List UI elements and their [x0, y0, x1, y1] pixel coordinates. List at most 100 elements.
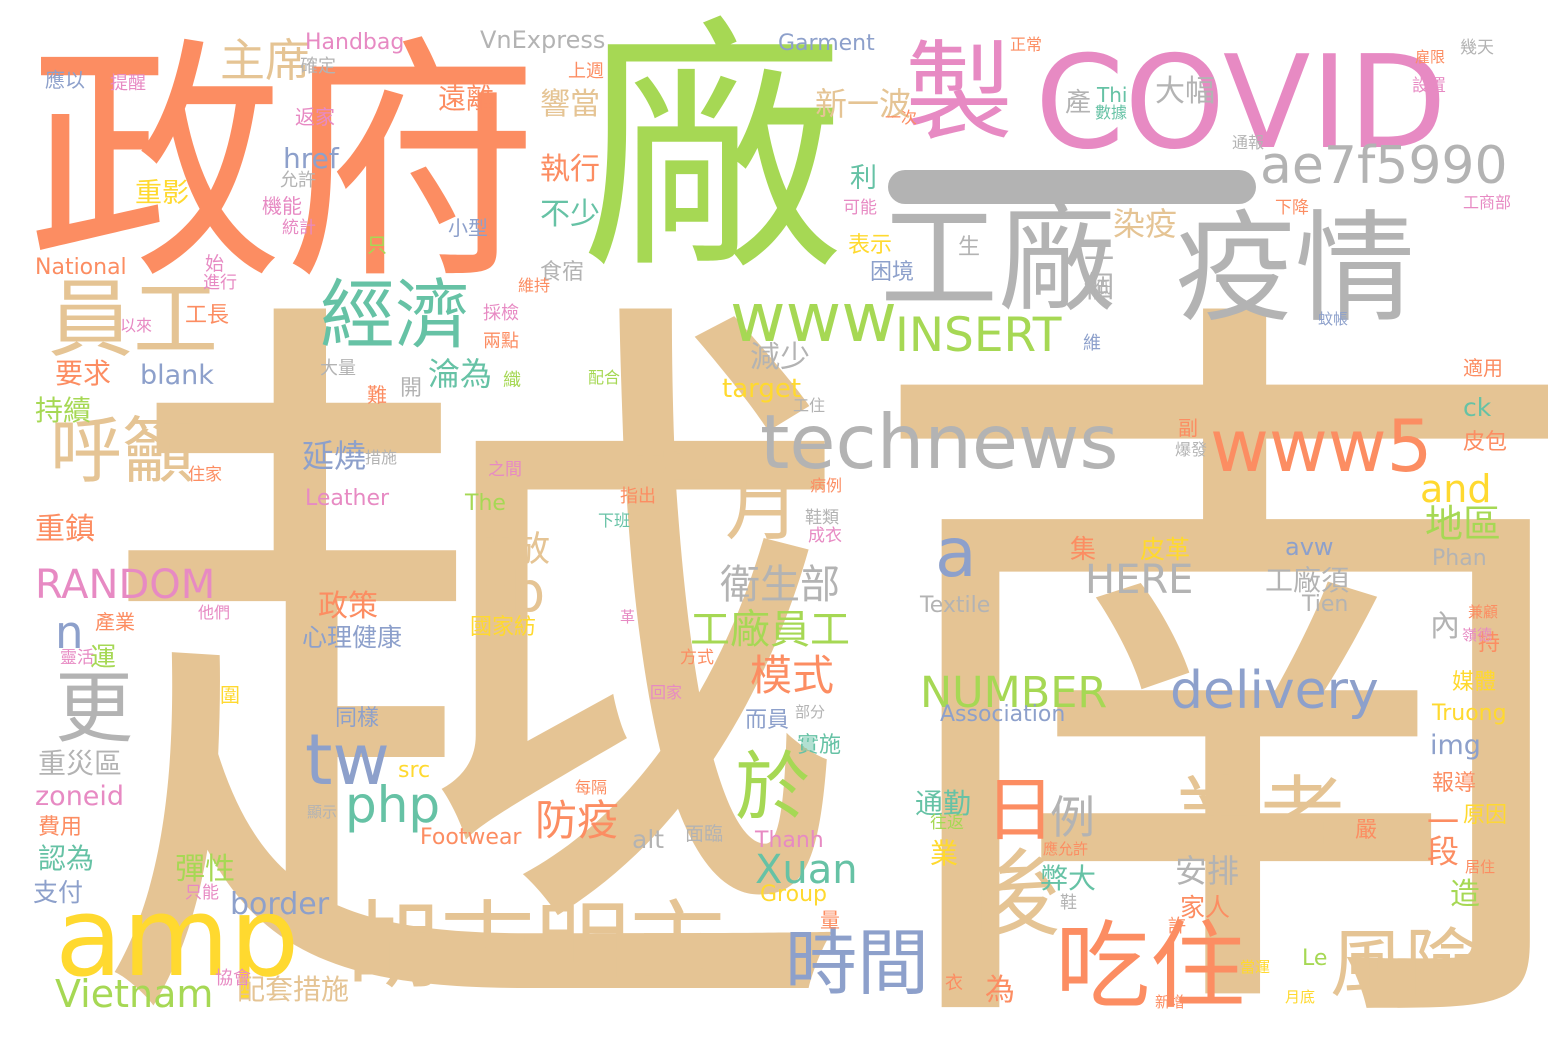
- word-term-161: 下班: [598, 511, 631, 530]
- word-term-122: 集: [1070, 535, 1097, 565]
- word-term-99: 支付: [33, 878, 84, 907]
- word-term-188: 衣: [945, 973, 963, 994]
- word-term-67: 國家紡: [470, 615, 537, 640]
- gray-bar-mark: [888, 170, 1256, 204]
- word-term-121: 運: [90, 643, 117, 673]
- word-term-111: 報導: [1432, 771, 1477, 796]
- word-term-124: 而員: [745, 708, 790, 733]
- word-term-178: 嚴: [1355, 818, 1378, 843]
- word-thanh: Thanh: [755, 828, 824, 853]
- word-term-130: 確定: [300, 56, 336, 77]
- word-term-0: 越南: [95, 243, 1548, 1052]
- word-term-158: 住家: [188, 465, 222, 485]
- word-vnexpress: VnExpress: [480, 26, 606, 54]
- word-phan: Phan: [1432, 546, 1487, 571]
- word-term-133: 正常: [1010, 35, 1043, 54]
- word-term-174: 面臨: [685, 823, 724, 845]
- word-term-115: 生: [958, 235, 981, 260]
- word-term-140: 可能: [843, 198, 877, 218]
- word-term-29: 胡志明市: [345, 892, 726, 1002]
- word-term-20: 更: [55, 664, 134, 754]
- word-term-109: 困境: [870, 260, 915, 285]
- word-term-100: 皮革: [1140, 535, 1191, 564]
- word-term-144: 統計: [282, 218, 316, 238]
- word-term-155: 配合: [588, 368, 621, 387]
- word-term-126: 只: [367, 233, 387, 257]
- word-term-150: 兩點: [483, 331, 519, 352]
- word-term-5: 工廠: [880, 190, 1117, 328]
- word-leather: Leather: [305, 486, 390, 511]
- word-term-120: 業: [930, 837, 959, 870]
- word-term-132: 上週: [568, 61, 604, 82]
- word-le: Le: [1302, 946, 1328, 971]
- word-term-182: 蚊帳: [1318, 310, 1349, 328]
- word-and: and: [1420, 467, 1492, 511]
- word-term-119: 造: [1450, 877, 1480, 912]
- word-a: a: [935, 514, 977, 593]
- word-term-157: 措施: [365, 448, 398, 467]
- word-term-112: 皮包: [1463, 430, 1508, 455]
- word-thi: Thi: [1097, 83, 1128, 107]
- word-term-142: 工商部: [1463, 193, 1512, 212]
- word-alt: alt: [632, 825, 665, 854]
- word-term-108: 表示: [848, 233, 893, 258]
- word-term-152: 難: [367, 383, 387, 407]
- word-term-149: 採檢: [483, 303, 519, 324]
- word-cb: cb: [480, 560, 546, 624]
- word-term-12: 主席: [220, 34, 311, 87]
- word-term-114: 媒體: [1452, 670, 1497, 695]
- word-term-128: 應以: [45, 68, 85, 92]
- word-term-98: 費用: [38, 815, 83, 840]
- word-group: Group: [760, 882, 827, 907]
- word-term-127: 小型: [448, 216, 488, 240]
- word-avw: avw: [1285, 533, 1334, 561]
- word-term-172: 顯示: [307, 803, 338, 821]
- word-term-135: 幾天: [1460, 38, 1494, 58]
- word-term-117: 內: [1430, 609, 1460, 644]
- word-term-125: 同樣: [335, 706, 380, 731]
- word-term-192: 圍: [220, 683, 240, 707]
- word-national: National: [35, 255, 127, 280]
- word-term-32: 吃住: [1055, 912, 1246, 1022]
- word-xuan: Xuan: [755, 847, 858, 893]
- word-term-9: 經濟: [320, 271, 471, 359]
- word-term-59: 染疫: [1113, 205, 1178, 243]
- word-term-170: 回家: [650, 683, 683, 702]
- word-term-186: 鞋: [1060, 893, 1077, 913]
- word-term-101: 工長: [185, 303, 230, 328]
- word-term-43: 防疫: [535, 796, 620, 845]
- word-term-24: 嚴重: [628, 447, 708, 493]
- word-term-103: 機能: [262, 194, 302, 218]
- word-term-190: 協會: [215, 968, 251, 989]
- word-term-154: 織: [503, 370, 521, 391]
- word-term-171: 部分: [795, 703, 826, 721]
- word-term-94: 持續: [35, 394, 92, 427]
- word-term-6: 疫情: [1175, 200, 1415, 339]
- word-term-138: 數據: [1095, 103, 1128, 122]
- word-term-3: 製: [905, 31, 1014, 156]
- word-term-145: 始: [205, 253, 225, 275]
- word-term-131: 返家: [295, 105, 335, 129]
- word-term-166: 爆發: [1175, 440, 1208, 459]
- word-the: The: [465, 491, 506, 516]
- word-php: php: [345, 776, 441, 834]
- word-term-65: 政策: [318, 589, 378, 624]
- word-term-173: 每隔: [575, 778, 608, 797]
- word-term-191: 只能: [185, 883, 219, 903]
- word-term-141: 下降: [1275, 198, 1309, 218]
- word-term-66: 心理健康: [302, 623, 403, 652]
- word-term-30: 時間: [785, 921, 930, 1005]
- word-src: src: [398, 758, 431, 783]
- word-term-37: 於: [735, 743, 811, 831]
- word-here: HERE: [1085, 557, 1194, 603]
- word-term-181: 嶺德: [1462, 626, 1493, 644]
- word-term-2: 廠: [580, 0, 845, 306]
- word-term-194: 新增: [1155, 993, 1186, 1011]
- word-term-167: 他們: [198, 603, 231, 622]
- word-ck: ck: [1463, 393, 1492, 422]
- word-term-61: 減少: [750, 340, 810, 375]
- word-img: img: [1430, 730, 1481, 761]
- word-term-180: 兼顧: [1468, 603, 1499, 621]
- word-term-58: 遠離: [438, 82, 495, 115]
- word-term-38: 日: [985, 769, 1055, 851]
